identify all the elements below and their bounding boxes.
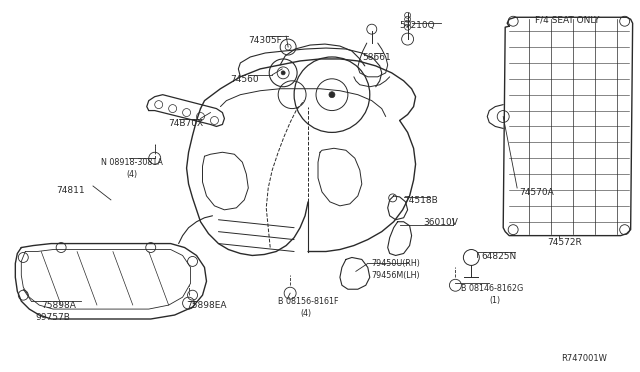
Text: R747001W: R747001W	[561, 354, 607, 363]
Text: 74518B: 74518B	[404, 196, 438, 205]
Text: 64825N: 64825N	[481, 251, 516, 260]
Text: F/4 SEAT ONLY: F/4 SEAT ONLY	[535, 15, 600, 24]
Text: 74570A: 74570A	[519, 188, 554, 197]
Text: 74811: 74811	[56, 186, 84, 195]
Text: N 08918-3081A: N 08918-3081A	[101, 158, 163, 167]
Text: 75898EA: 75898EA	[187, 301, 227, 310]
Text: B 08146-8162G: B 08146-8162G	[461, 284, 524, 293]
Text: (1): (1)	[489, 296, 500, 305]
Text: 57210Q: 57210Q	[399, 21, 435, 30]
Text: 58661: 58661	[362, 53, 390, 62]
Text: 79450U(RH): 79450U(RH)	[372, 259, 420, 269]
Text: (4): (4)	[127, 170, 138, 179]
Circle shape	[329, 92, 335, 98]
Text: 74572R: 74572R	[547, 238, 582, 247]
Text: 74305F: 74305F	[248, 36, 282, 45]
Text: (4): (4)	[300, 309, 311, 318]
Text: 79456M(LH): 79456M(LH)	[372, 271, 420, 280]
Text: 36010V: 36010V	[424, 218, 458, 227]
Text: B 08156-8161F: B 08156-8161F	[278, 297, 339, 306]
Text: 74560: 74560	[230, 75, 259, 84]
Circle shape	[281, 71, 285, 75]
Text: 75898A: 75898A	[41, 301, 76, 310]
Text: 99757B: 99757B	[35, 313, 70, 322]
Text: 74B70X: 74B70X	[169, 119, 204, 128]
